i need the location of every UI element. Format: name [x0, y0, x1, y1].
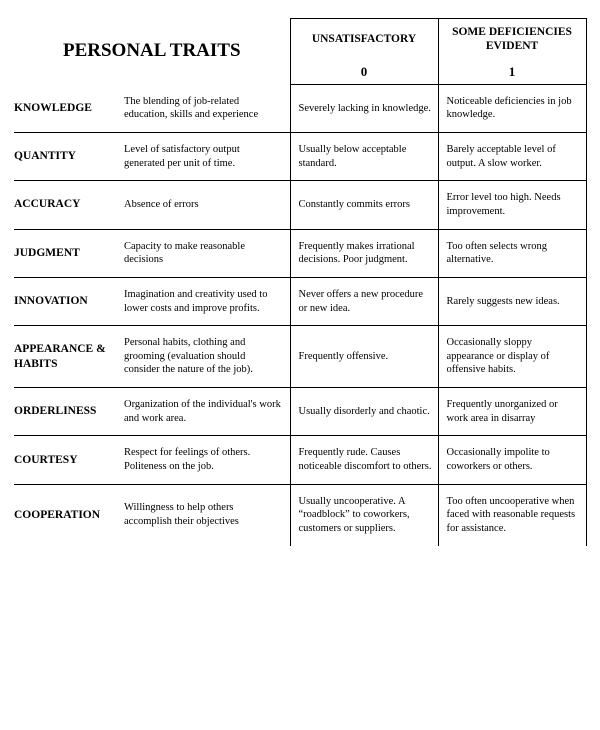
trait-name: JUDGMENT — [14, 229, 122, 277]
rating-1: Error level too high. Needs improvement. — [438, 181, 586, 229]
trait-description: Organization of the individual's work an… — [122, 388, 290, 436]
rating-0: Usually uncooperative. A “roadblock” to … — [290, 484, 438, 545]
trait-description: Imagination and creativity used to lower… — [122, 277, 290, 325]
trait-name: COOPERATION — [14, 484, 122, 545]
trait-description: Respect for feelings of others. Politene… — [122, 436, 290, 484]
rating-1: Too often selects wrong alternative. — [438, 229, 586, 277]
trait-description: The blending of job-related education, s… — [122, 84, 290, 132]
rating-1: Occasionally sloppy appearance or displa… — [438, 326, 586, 388]
trait-name: ACCURACY — [14, 181, 122, 229]
table-row: COOPERATION Willingness to help others a… — [14, 484, 586, 545]
rating-0: Usually below acceptable standard. — [290, 133, 438, 181]
table-row: COURTESY Respect for feelings of others.… — [14, 436, 586, 484]
table-row: INNOVATION Imagination and creativity us… — [14, 277, 586, 325]
trait-name: ORDERLINESS — [14, 388, 122, 436]
table-row: KNOWLEDGE The blending of job-related ed… — [14, 84, 586, 132]
header-row-labels: PERSONAL TRAITS UNSATISFACTORY SOME DEFI… — [14, 19, 586, 60]
col-score-1: 1 — [438, 60, 586, 85]
rating-1: Frequently unorganized or work area in d… — [438, 388, 586, 436]
table-row: JUDGMENT Capacity to make reasonable dec… — [14, 229, 586, 277]
table-row: APPEARANCE & HABITS Personal habits, clo… — [14, 326, 586, 388]
table-row: ORDERLINESS Organization of the individu… — [14, 388, 586, 436]
rating-1: Occasionally impolite to coworkers or ot… — [438, 436, 586, 484]
col-header-some-deficiencies: SOME DEFICIENCIES EVIDENT — [438, 19, 586, 60]
rating-0: Frequently offensive. — [290, 326, 438, 388]
rating-1: Rarely suggests new ideas. — [438, 277, 586, 325]
trait-name: QUANTITY — [14, 133, 122, 181]
trait-description: Capacity to make reasonable decisions — [122, 229, 290, 277]
trait-description: Absence of errors — [122, 181, 290, 229]
rating-1: Too often uncooperative when faced with … — [438, 484, 586, 545]
trait-name: KNOWLEDGE — [14, 84, 122, 132]
trait-name: APPEARANCE & HABITS — [14, 326, 122, 388]
trait-name: INNOVATION — [14, 277, 122, 325]
trait-description: Personal habits, clothing and grooming (… — [122, 326, 290, 388]
evaluation-table-container: PERSONAL TRAITS UNSATISFACTORY SOME DEFI… — [0, 0, 600, 566]
rating-0: Frequently rude. Causes noticeable disco… — [290, 436, 438, 484]
table-row: QUANTITY Level of satisfactory output ge… — [14, 133, 586, 181]
rating-0: Usually disorderly and chaotic. — [290, 388, 438, 436]
table-row: ACCURACY Absence of errors Constantly co… — [14, 181, 586, 229]
trait-description: Willingness to help others accomplish th… — [122, 484, 290, 545]
trait-description: Level of satisfactory output generated p… — [122, 133, 290, 181]
rating-0: Constantly commits errors — [290, 181, 438, 229]
rating-0: Severely lacking in knowledge. — [290, 84, 438, 132]
rating-1: Barely acceptable level of output. A slo… — [438, 133, 586, 181]
col-score-0: 0 — [290, 60, 438, 85]
col-header-unsatisfactory: UNSATISFACTORY — [290, 19, 438, 60]
trait-name: COURTESY — [14, 436, 122, 484]
rating-1: Noticeable deficiencies in job knowledge… — [438, 84, 586, 132]
rating-0: Never offers a new procedure or new idea… — [290, 277, 438, 325]
rating-0: Frequently makes irrational decisions. P… — [290, 229, 438, 277]
page-title: PERSONAL TRAITS — [14, 19, 290, 85]
evaluation-table: PERSONAL TRAITS UNSATISFACTORY SOME DEFI… — [14, 18, 587, 546]
